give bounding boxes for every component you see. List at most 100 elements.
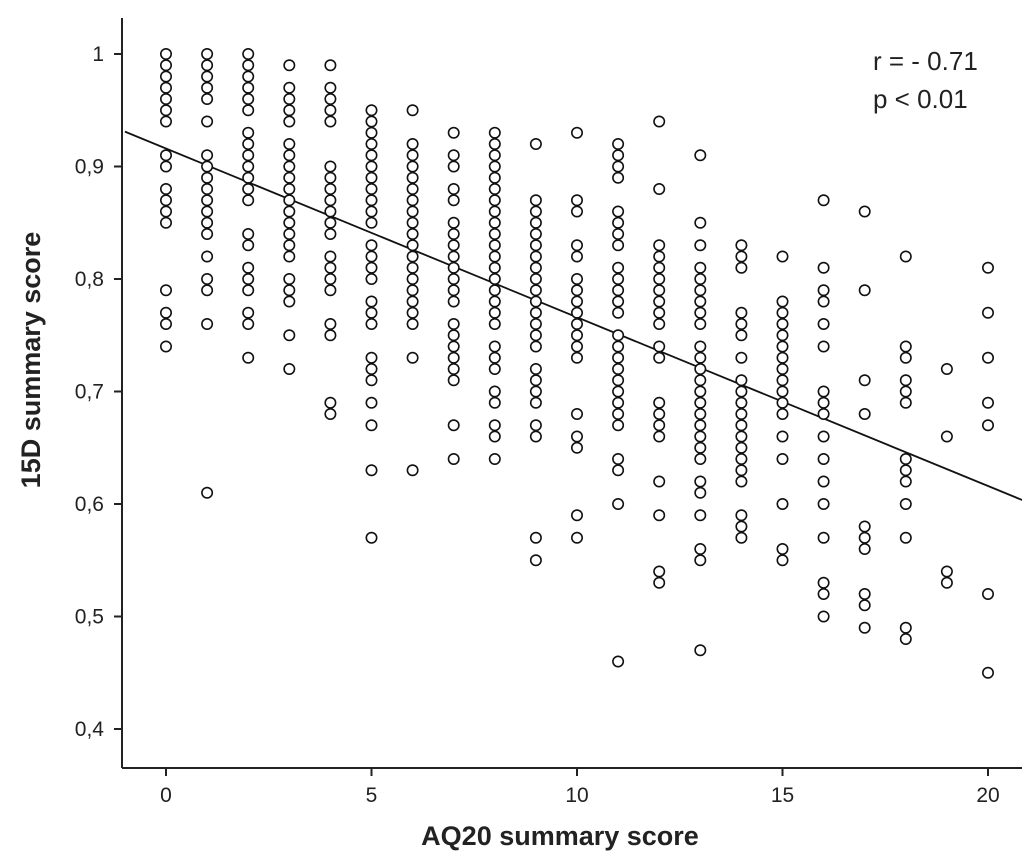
data-point <box>283 362 296 375</box>
data-point <box>201 115 214 128</box>
data-point <box>612 385 625 398</box>
data-point <box>981 261 994 274</box>
data-point <box>735 317 748 330</box>
data-point <box>242 93 255 106</box>
data-point <box>899 632 912 645</box>
data-point <box>201 47 214 60</box>
data-point <box>612 306 625 319</box>
data-point <box>283 81 296 94</box>
data-point <box>940 576 953 589</box>
data-point <box>160 81 173 94</box>
data-point <box>242 228 255 241</box>
data-point <box>735 441 748 454</box>
data-point <box>406 272 419 285</box>
data-point <box>612 362 625 375</box>
data-point <box>653 272 666 285</box>
data-point <box>324 250 337 263</box>
data-point <box>570 194 583 207</box>
data-point <box>447 261 460 274</box>
data-point <box>981 419 994 432</box>
data-point <box>776 306 789 319</box>
data-point <box>570 317 583 330</box>
data-point <box>488 430 501 443</box>
data-point <box>447 239 460 252</box>
data-point <box>653 295 666 308</box>
data-point <box>488 317 501 330</box>
data-point <box>201 183 214 196</box>
correlation-annotation: r = - 0.71 <box>873 46 978 76</box>
data-point <box>858 621 871 634</box>
data-point <box>899 497 912 510</box>
x-tick-label: 10 <box>565 784 588 807</box>
data-point <box>242 160 255 173</box>
data-point <box>201 317 214 330</box>
data-point <box>365 138 378 151</box>
data-point <box>406 228 419 241</box>
data-point <box>981 396 994 409</box>
data-point <box>365 374 378 387</box>
data-point <box>694 452 707 465</box>
data-point <box>694 396 707 409</box>
data-point <box>365 126 378 139</box>
data-point <box>570 509 583 522</box>
data-point <box>817 531 830 544</box>
data-point <box>283 239 296 252</box>
data-point <box>447 160 460 173</box>
data-point <box>488 452 501 465</box>
data-point <box>694 486 707 499</box>
data-point <box>488 396 501 409</box>
data-point <box>365 183 378 196</box>
data-point <box>201 171 214 184</box>
data-point <box>324 115 337 128</box>
data-point <box>406 295 419 308</box>
data-point <box>242 126 255 139</box>
x-tick-label: 5 <box>366 784 378 807</box>
data-point <box>570 239 583 252</box>
data-point <box>570 284 583 297</box>
data-point <box>694 644 707 657</box>
data-point <box>612 160 625 173</box>
data-point <box>365 250 378 263</box>
data-point <box>612 284 625 297</box>
data-point <box>940 565 953 578</box>
data-point <box>653 396 666 409</box>
data-point <box>735 250 748 263</box>
data-point <box>570 531 583 544</box>
data-point <box>201 486 214 499</box>
data-point <box>365 160 378 173</box>
data-point <box>858 531 871 544</box>
data-point <box>817 587 830 600</box>
data-point <box>447 216 460 229</box>
data-point <box>694 216 707 229</box>
data-point <box>324 205 337 218</box>
data-point <box>242 81 255 94</box>
data-point <box>612 272 625 285</box>
data-point <box>447 228 460 241</box>
data-point <box>488 126 501 139</box>
data-point <box>776 340 789 353</box>
data-point <box>858 407 871 420</box>
data-point <box>283 250 296 263</box>
data-point <box>447 295 460 308</box>
data-point <box>735 385 748 398</box>
data-point <box>735 351 748 364</box>
data-point <box>160 216 173 229</box>
data-point <box>447 452 460 465</box>
data-point <box>242 272 255 285</box>
data-point <box>529 239 542 252</box>
data-point <box>406 351 419 364</box>
data-point <box>570 351 583 364</box>
data-point <box>529 531 542 544</box>
data-point <box>283 115 296 128</box>
data-point <box>694 362 707 375</box>
data-point <box>776 329 789 342</box>
data-point <box>529 554 542 567</box>
data-point <box>324 183 337 196</box>
data-point <box>529 272 542 285</box>
data-point <box>447 194 460 207</box>
data-point <box>899 475 912 488</box>
data-point <box>776 407 789 420</box>
data-point <box>694 374 707 387</box>
data-point <box>858 284 871 297</box>
data-point <box>365 419 378 432</box>
